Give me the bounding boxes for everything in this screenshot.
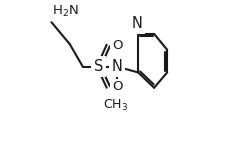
Text: N: N — [112, 59, 122, 74]
Text: N: N — [131, 16, 142, 31]
Text: S: S — [94, 59, 103, 74]
Text: H$_2$N: H$_2$N — [52, 3, 79, 19]
Text: O: O — [112, 39, 122, 52]
Text: CH$_3$: CH$_3$ — [103, 98, 128, 113]
Text: O: O — [112, 80, 122, 93]
